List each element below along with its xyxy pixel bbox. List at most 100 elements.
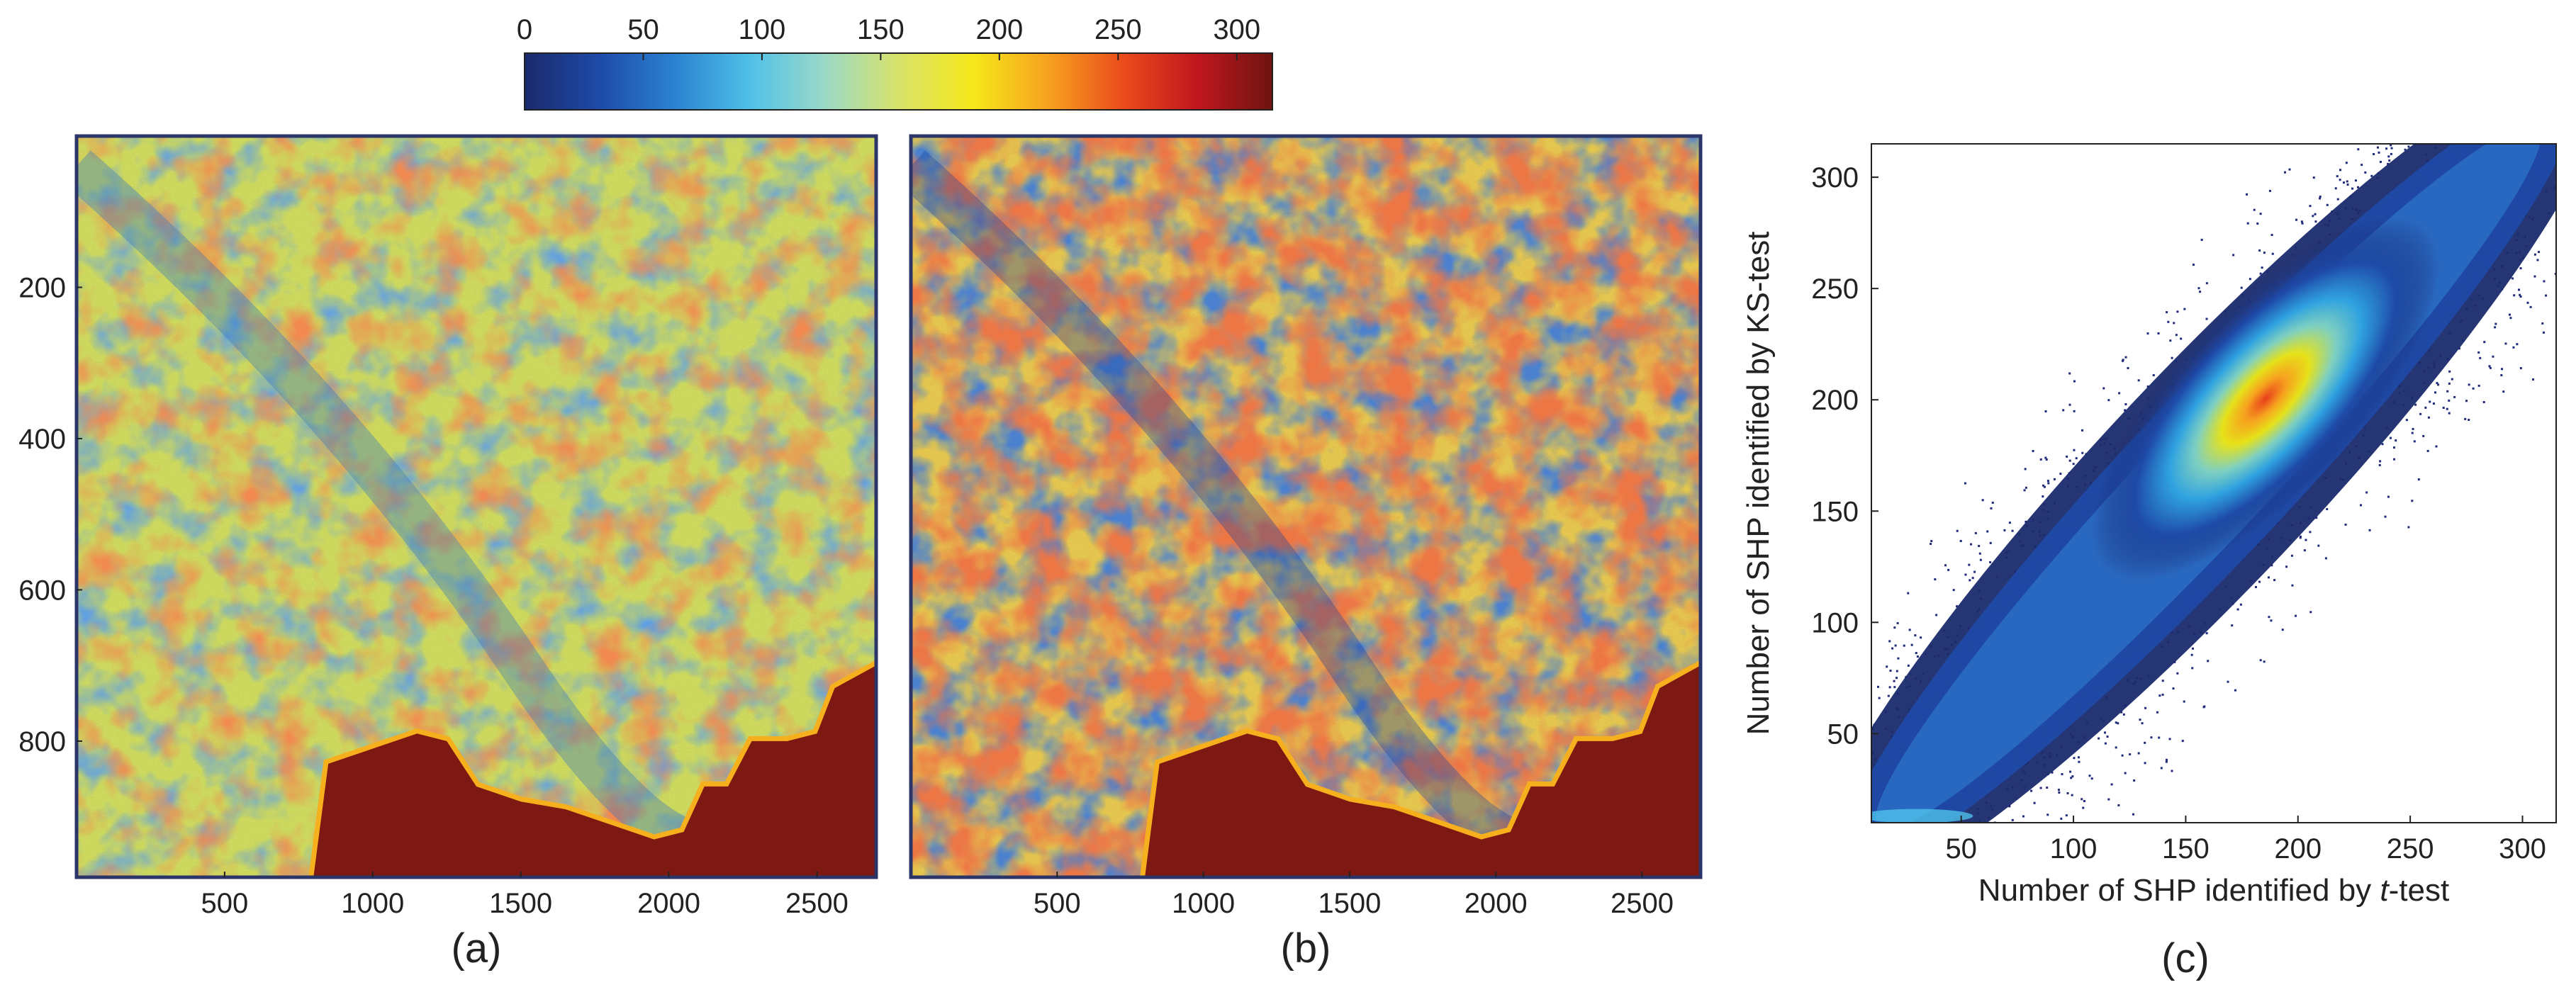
scatter-point: [2011, 818, 2014, 821]
scatter-point: [2300, 220, 2303, 223]
scatter-point: [2543, 331, 2546, 334]
scatter-point: [2132, 813, 2135, 816]
scatter-point: [2023, 489, 2026, 492]
scatter-point: [2166, 311, 2168, 314]
scatter-point: [2273, 579, 2276, 582]
scatter-point: [2315, 517, 2318, 519]
scatter-point: [2299, 535, 2302, 538]
scatter-point: [2392, 446, 2395, 449]
scatter-point: [2365, 491, 2368, 494]
scatter-point: [2058, 792, 2061, 794]
scatter-point: [2059, 473, 2062, 475]
scatter-point: [2045, 458, 2048, 461]
scatter-frame: [1871, 143, 2557, 823]
scatter-point: [1978, 544, 1981, 547]
scatter-point: [2504, 342, 2507, 345]
scatter-point: [2137, 379, 2140, 382]
panel-frame: [909, 134, 1703, 879]
scatter-point: [2319, 196, 2322, 198]
scatter-point: [2066, 792, 2069, 794]
scatter-point: [2231, 624, 2234, 627]
scatter-point: [2205, 632, 2208, 635]
scatter-point: [2032, 450, 2034, 453]
x-tick-label: 50: [1945, 833, 1977, 864]
scatter-point: [2060, 817, 2063, 820]
scatter-point: [2518, 288, 2521, 291]
scatter-point: [2407, 145, 2410, 148]
scatter-point: [2299, 536, 2302, 539]
scatter-point: [2509, 313, 2511, 316]
scatter-point: [1910, 643, 1913, 646]
scatter-point: [2448, 399, 2451, 402]
panel-label: (c): [2161, 935, 2210, 981]
scatter-point: [2378, 151, 2380, 154]
scatter-point: [2326, 508, 2329, 511]
scatter-point: [1935, 614, 1938, 616]
scatter-point: [2477, 351, 2480, 354]
scatter-point: [2025, 520, 2027, 523]
scatter-point: [2281, 629, 2284, 631]
scatter-point: [2413, 440, 2416, 443]
scatter-point: [2376, 146, 2379, 149]
y-tick-label: 600: [18, 575, 66, 606]
scatter-point: [2003, 529, 2006, 531]
scatter-point: [1959, 539, 1962, 542]
scatter-point: [2197, 287, 2200, 290]
colorbar-tick-label: 150: [857, 14, 905, 45]
scatter-point: [2124, 356, 2127, 359]
sea-region: [1145, 665, 1701, 877]
scatter-point: [2157, 332, 2160, 335]
scatter-point: [2393, 458, 2396, 461]
scatter-point: [2435, 445, 2438, 448]
scatter-point: [2285, 565, 2288, 568]
scatter-point: [2150, 736, 2153, 739]
scatter-point: [2334, 187, 2337, 190]
scatter-point: [2339, 179, 2341, 181]
scatter-point: [2044, 410, 2047, 413]
x-tick-label: 2000: [637, 888, 700, 919]
scatter-point: [1952, 589, 1955, 592]
scatter-point: [2536, 259, 2539, 261]
scatter-point: [2545, 294, 2548, 297]
scatter-point: [2104, 742, 2107, 745]
scatter-point: [2183, 308, 2186, 310]
scatter-point: [2429, 400, 2431, 403]
scatter-point: [1891, 647, 1894, 650]
scatter-point: [2494, 326, 2497, 329]
scatter-point: [2117, 722, 2119, 725]
scatter-point: [2008, 805, 2011, 808]
scatter-point: [2511, 277, 2514, 280]
scatter-point: [2405, 419, 2408, 422]
scatter-point: [2309, 611, 2312, 614]
scatter-point: [2118, 392, 2121, 395]
scatter-point: [2259, 659, 2262, 662]
scatter-point: [2458, 347, 2460, 350]
scatter-point: [2180, 337, 2183, 340]
scatter-point: [2129, 753, 2132, 756]
scatter-point: [2448, 412, 2451, 415]
scatter-point: [2339, 169, 2342, 171]
scatter-point: [2183, 700, 2185, 703]
scatter-point: [2492, 355, 2494, 358]
scatter-point: [2387, 155, 2390, 158]
scatter-point: [2152, 374, 2155, 377]
scatter-point: [2173, 322, 2175, 325]
scatter-point: [2368, 529, 2371, 531]
scatter-point: [2051, 771, 2054, 774]
scatter-point: [2122, 359, 2124, 361]
scatter-point: [2390, 144, 2392, 147]
scatter-point: [2061, 773, 2063, 776]
scatter-point: [2071, 794, 2073, 796]
scatter-point: [2175, 334, 2178, 337]
scatter-point: [2501, 368, 2504, 371]
scatter-point: [2312, 176, 2315, 179]
scatter-point: [2156, 711, 2158, 714]
scatter-point: [2290, 554, 2293, 557]
scatter-point: [2357, 186, 2360, 188]
scatter-point: [2479, 356, 2482, 359]
scatter-point: [2434, 391, 2437, 394]
scatter-panel-c: 50 100 150 200 250 300 50 100 150 200 250 300 Number…: [1741, 143, 2557, 981]
scatter-point: [2295, 218, 2298, 221]
scatter-point: [2069, 770, 2072, 773]
scatter-point: [1986, 530, 1989, 533]
